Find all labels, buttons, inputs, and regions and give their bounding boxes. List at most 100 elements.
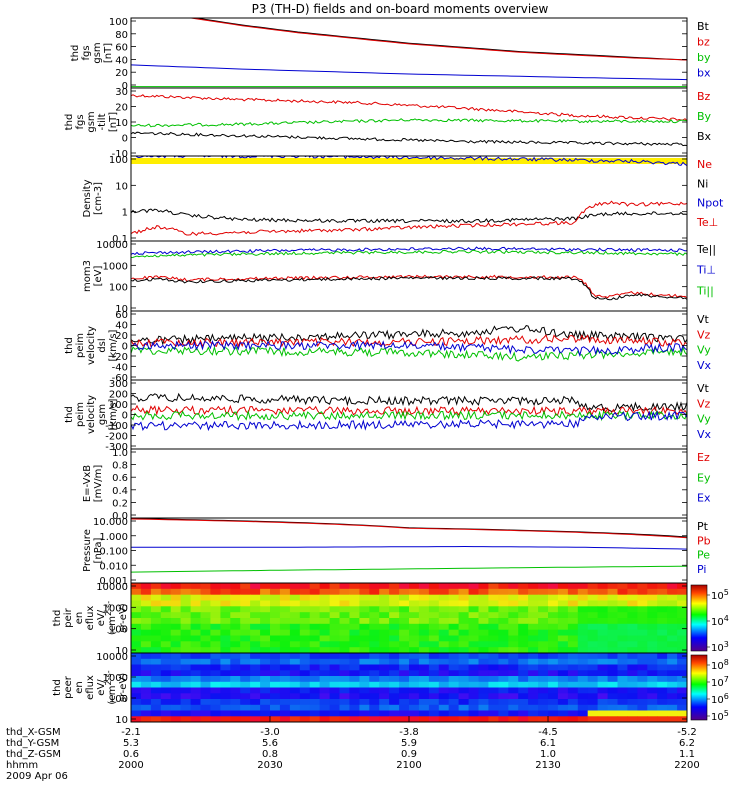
spectrogram-cell xyxy=(349,687,360,694)
legend-Ni: Ni xyxy=(697,177,708,190)
spectrogram-cell xyxy=(577,600,589,607)
spectrogram-cell xyxy=(170,664,182,671)
series-group xyxy=(131,392,687,432)
spectrogram-cell xyxy=(418,606,430,613)
legend-by: by xyxy=(697,51,711,64)
spectrogram-cell xyxy=(617,658,628,666)
spectrogram-cell xyxy=(379,670,390,677)
spectrogram-cell xyxy=(299,623,311,631)
spectrogram-cell xyxy=(210,664,221,671)
y-axis-label: dsl xyxy=(97,338,108,352)
spectrogram-cell xyxy=(657,699,668,706)
spectrogram-cell xyxy=(448,716,460,722)
spectrogram-cell xyxy=(200,623,211,631)
spectrogram-cell xyxy=(230,606,241,613)
spectrogram-cell xyxy=(369,716,380,722)
spectrogram-cell xyxy=(587,676,599,683)
y-axis-label: E=-VxB xyxy=(82,465,93,502)
spectrogram-cell xyxy=(677,658,687,666)
spectrogram-cell xyxy=(468,681,480,689)
spectrogram-cell xyxy=(250,704,261,712)
spectrogram-cell xyxy=(498,687,509,694)
spectrogram-cell xyxy=(250,600,261,607)
series-Ti|| xyxy=(131,249,687,258)
spectrogram-cell xyxy=(369,588,380,596)
spectrogram-cell xyxy=(409,664,420,671)
spectrogram-cell xyxy=(518,588,529,596)
legend-bz: bz xyxy=(697,36,710,49)
spectrogram-cell xyxy=(399,676,410,683)
spectrogram-cell xyxy=(150,710,162,717)
y-tick-label: 30 xyxy=(115,87,128,98)
spectrogram-cell xyxy=(150,623,162,631)
spectrogram-cell xyxy=(478,681,489,689)
spectrogram-cell xyxy=(180,594,192,602)
spectrogram-cell xyxy=(240,606,251,613)
spectrogram-cell xyxy=(627,647,638,653)
spectrogram-cell xyxy=(210,612,221,619)
spectrogram-cell xyxy=(389,716,400,722)
spectrogram-cell xyxy=(329,623,341,631)
spectrogram-cell xyxy=(250,681,261,689)
spectrogram-cell xyxy=(131,687,142,694)
spectrogram-cell xyxy=(548,629,559,637)
spectrogram-cell xyxy=(349,583,360,590)
spectrogram-cell xyxy=(597,583,609,590)
spectrogram-cell xyxy=(131,664,142,671)
spectrogram-cell xyxy=(240,710,251,717)
spectrogram-cell xyxy=(577,670,589,677)
spectrogram-cell xyxy=(170,629,182,637)
spectrogram-cell xyxy=(260,612,271,619)
spectrogram-cell xyxy=(538,641,549,648)
spectrogram-cell xyxy=(498,710,509,717)
spectrogram-cell xyxy=(359,594,370,602)
spectrogram-cell xyxy=(299,693,311,700)
spectrogram-cell xyxy=(170,600,182,607)
spectrogram-cell xyxy=(418,635,430,642)
spectrogram-cell xyxy=(399,716,410,722)
spectrogram-cell xyxy=(418,704,430,712)
spectrogram-cell xyxy=(210,600,221,607)
spectrogram-cell xyxy=(538,583,549,590)
spectrogram-cell xyxy=(329,710,341,717)
spectrogram-cell xyxy=(409,676,420,683)
spectrogram-cell xyxy=(270,641,281,648)
spectrogram-cell xyxy=(418,687,430,694)
spectrogram-cell xyxy=(349,588,360,596)
spectrogram-cell xyxy=(637,693,648,700)
spectrogram-cell xyxy=(190,606,202,613)
spectrogram-cell xyxy=(567,699,579,706)
spectrogram-cell xyxy=(458,588,470,596)
spectrogram-cell xyxy=(607,710,619,717)
spectrogram-cell xyxy=(250,710,261,717)
spectrogram-cell xyxy=(518,699,529,706)
spectrogram-cell xyxy=(399,653,410,660)
spectrogram-cell xyxy=(399,687,410,694)
spectrogram-cell xyxy=(587,583,599,590)
spectrogram-cell xyxy=(677,687,687,694)
spectrogram-cell xyxy=(220,676,231,683)
spectrogram-cell xyxy=(260,658,271,666)
spectrogram-cell xyxy=(289,693,301,700)
legend-Bz: Bz xyxy=(697,90,711,103)
spectrogram-cell xyxy=(657,681,668,689)
spectrogram-cell xyxy=(279,588,291,596)
spectrogram-cell xyxy=(299,583,311,590)
spectrogram-cell xyxy=(260,629,271,637)
spectrogram-cell xyxy=(260,594,271,602)
spectrogram-cell xyxy=(657,623,668,631)
spectrogram-cell xyxy=(478,687,489,694)
spectrogram-cell xyxy=(647,653,658,660)
spectrogram-cell xyxy=(299,600,311,607)
x-row-value: 6.2 xyxy=(679,738,695,749)
spectrogram-cell xyxy=(220,612,231,619)
spectrogram-cell xyxy=(399,704,410,712)
spectrogram-cell xyxy=(538,716,549,722)
spectrogram-cell xyxy=(399,612,410,619)
spectrogram-cell xyxy=(498,699,509,706)
y-axis-label: thd xyxy=(64,337,75,354)
spectrogram-cell xyxy=(250,618,261,625)
spectrogram-cell xyxy=(428,653,440,660)
spectrogram-cell xyxy=(160,676,172,683)
